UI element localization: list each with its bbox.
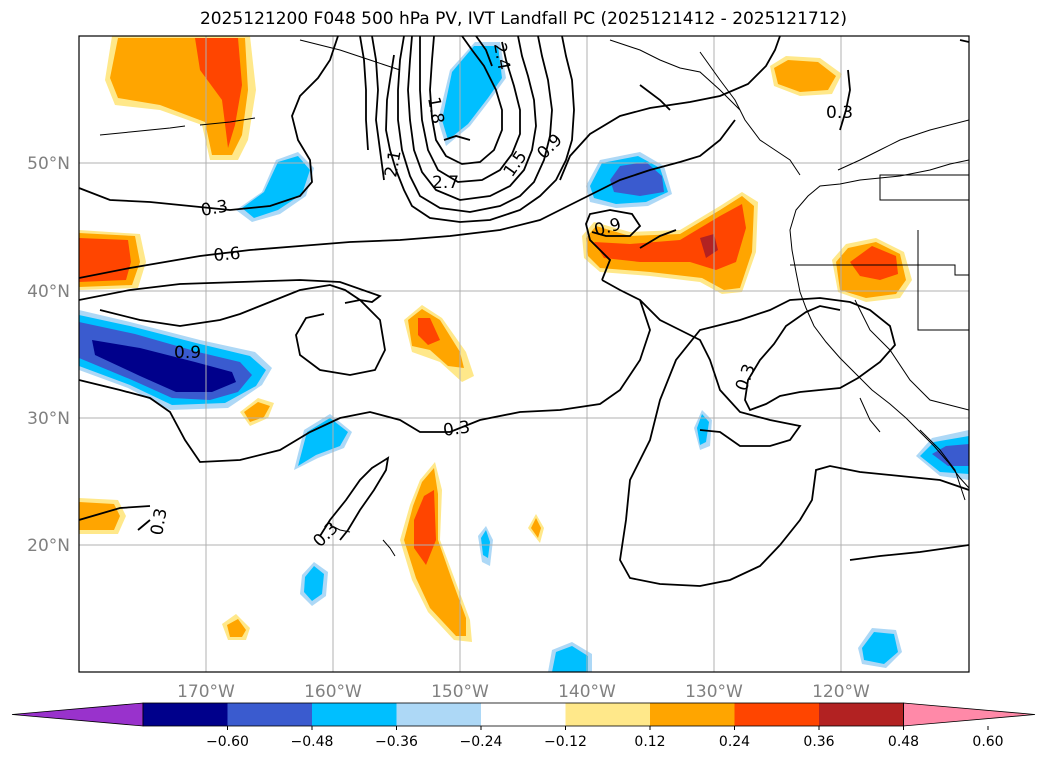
negative-anomaly xyxy=(92,340,236,392)
colorbar-extend-low xyxy=(11,702,144,727)
negative-anomaly xyxy=(442,46,502,140)
lon-label: 130°W xyxy=(685,682,743,702)
lon-label: 150°W xyxy=(431,682,489,702)
map-title: 2025121200 F048 500 hPa PV, IVT Landfall… xyxy=(199,9,847,29)
colorbar-extend-high xyxy=(903,702,1036,727)
contour-label: 0.9 xyxy=(174,343,201,363)
colorbar-tick-label: 0.48 xyxy=(888,734,919,750)
colorbar-tick-label: 0.60 xyxy=(972,734,1003,750)
contour-label: 2.1 xyxy=(381,149,405,179)
negative-anomaly xyxy=(481,530,490,558)
contour-label: 2.7 xyxy=(432,173,459,193)
negative-anomaly xyxy=(298,418,348,466)
positive-anomaly xyxy=(195,38,242,148)
colorbar-bin xyxy=(312,703,397,726)
shading-layer xyxy=(79,36,969,672)
positive-anomaly xyxy=(531,518,541,538)
lat-label: 30°N xyxy=(27,409,70,429)
contour-label: 0.3 xyxy=(309,518,342,551)
lat-label: 20°N xyxy=(27,536,70,556)
positive-anomaly xyxy=(404,468,466,636)
contour-label: 0.3 xyxy=(147,507,171,537)
lon-label: 170°W xyxy=(177,682,235,702)
positive-anomaly xyxy=(414,490,436,565)
contour-label: 0.6 xyxy=(213,244,242,266)
negative-anomaly xyxy=(552,646,588,672)
negative-anomaly xyxy=(932,444,969,466)
colorbar-bin xyxy=(143,703,228,726)
lon-label: 140°W xyxy=(558,682,616,702)
positive-anomaly xyxy=(79,502,120,530)
contour-label: 2.4 xyxy=(489,41,513,71)
colorbar-bin xyxy=(565,703,651,726)
contour-label: 1.8 xyxy=(423,95,447,125)
colorbar-tick-label: −0.48 xyxy=(291,734,334,750)
lon-label: 120°W xyxy=(812,682,870,702)
contour-label: 0.3 xyxy=(442,417,472,441)
colorbar-bin xyxy=(481,703,566,726)
pv-contours xyxy=(79,36,969,587)
map-frame xyxy=(78,35,970,673)
positive-anomaly xyxy=(244,402,270,422)
colorbar-tick-label: −0.24 xyxy=(460,734,503,750)
positive-anomaly xyxy=(850,246,898,280)
lat-label: 40°N xyxy=(27,282,70,302)
negative-anomaly xyxy=(304,566,324,601)
colorbar-tick-label: 0.12 xyxy=(634,734,665,750)
lat-labels: 50°N 40°N 30°N 20°N xyxy=(27,154,70,556)
positive-anomaly xyxy=(418,318,440,345)
colorbar-bin xyxy=(396,703,482,726)
colorbar-bin xyxy=(650,703,735,726)
colorbar-tick-label: 0.24 xyxy=(719,734,750,750)
lon-labels: 170°W 160°W 150°W 140°W 130°W 120°W xyxy=(177,682,870,702)
colorbar-tick-label: −0.12 xyxy=(544,734,587,750)
colorbar-bin xyxy=(227,703,313,726)
contour-label: 1.5 xyxy=(500,147,532,181)
negative-anomaly xyxy=(242,156,310,218)
negative-anomaly xyxy=(862,632,898,664)
contour-label: 0.3 xyxy=(199,197,229,221)
colorbar-tick-label: 0.36 xyxy=(803,734,834,750)
coastlines xyxy=(99,39,969,557)
contour-label: 0.3 xyxy=(826,103,853,123)
colorbar-tick-label: −0.36 xyxy=(375,734,418,750)
positive-anomaly xyxy=(79,238,131,282)
lon-label: 160°W xyxy=(304,682,362,702)
positive-anomaly xyxy=(774,60,836,92)
contour-label: 0.9 xyxy=(533,130,566,163)
lat-label: 50°N xyxy=(27,154,70,174)
colorbar-ticks: −0.60 −0.48 −0.36 −0.24 −0.12 0.12 0.24 0.36 0.4… xyxy=(206,726,1004,750)
colorbar-tick-label: −0.60 xyxy=(206,734,249,750)
colorbar-outline xyxy=(142,702,904,727)
gridlines xyxy=(79,36,969,672)
positive-anomaly xyxy=(227,619,246,637)
colorbar-bin xyxy=(819,703,904,726)
colorbar xyxy=(11,702,1036,727)
colorbar-bin xyxy=(734,703,820,726)
